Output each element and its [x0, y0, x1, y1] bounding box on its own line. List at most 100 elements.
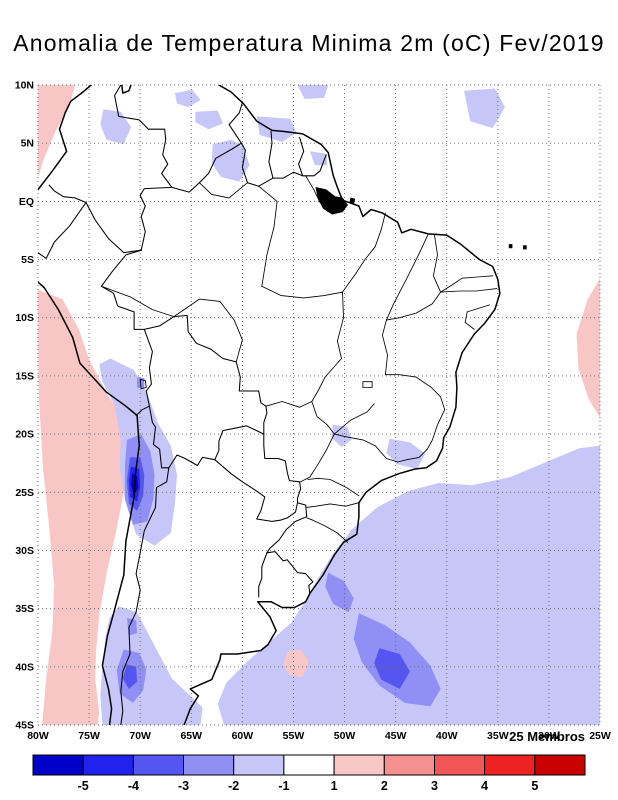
country-border — [258, 552, 268, 598]
amazon-delta-detail — [523, 245, 527, 250]
colorbar-segment — [283, 754, 335, 776]
state-border — [258, 185, 278, 287]
lon-tick-label: 65W — [180, 730, 202, 742]
state-border — [362, 381, 373, 388]
country-border — [120, 467, 170, 725]
country-border — [114, 85, 173, 188]
colorbar-segment — [132, 754, 185, 776]
country-border — [302, 154, 327, 177]
lon-tick-label: 80W — [27, 730, 49, 742]
colorbar-segment — [534, 754, 586, 776]
state-border — [385, 233, 429, 321]
lat-tick-label: 20S — [15, 429, 34, 441]
state-border — [311, 358, 342, 402]
anomaly-shading — [38, 85, 600, 725]
state-border — [333, 433, 399, 463]
country-border — [266, 502, 308, 554]
lon-tick-label: 55W — [283, 730, 305, 742]
anomaly-region-atlantic-east-warm — [576, 278, 600, 418]
lon-tick-label: 30W — [538, 730, 560, 742]
state-border — [466, 304, 491, 313]
country-border — [135, 405, 150, 417]
anomaly-region-pacific-coast-warm — [38, 289, 128, 725]
country-border — [263, 433, 302, 504]
colorbar-segment — [183, 754, 235, 776]
state-border — [306, 517, 349, 543]
country-border — [148, 405, 170, 469]
anomaly-region-guyana-north-cool — [195, 110, 223, 130]
country-border — [228, 101, 243, 144]
state-border — [139, 378, 147, 390]
lon-tick-label: 75W — [78, 730, 100, 742]
colorbar-tick-label: 4 — [481, 779, 488, 793]
state-border — [265, 401, 313, 408]
lat-tick-label: 5S — [21, 254, 34, 266]
state-border — [440, 277, 463, 293]
country-border — [143, 314, 268, 435]
ensemble-members-label: 25 Membros — [509, 729, 585, 744]
country-border — [240, 142, 274, 187]
amazon-delta-detail — [349, 197, 356, 204]
amazon-delta-detail — [508, 244, 513, 249]
grid-lines — [37, 84, 601, 726]
lon-tick-label: 45W — [385, 730, 407, 742]
state-border — [100, 285, 175, 318]
colorbar-tick-label: 5 — [531, 779, 538, 793]
lon-tick-label: 40W — [436, 730, 458, 742]
state-border — [307, 477, 360, 497]
country-border — [143, 328, 153, 407]
country-border — [268, 130, 274, 179]
state-border — [173, 298, 243, 363]
lat-tick-label: 15S — [15, 370, 34, 382]
country-border — [272, 171, 304, 179]
colorbar-segment — [383, 754, 435, 776]
colorbar-segment — [233, 754, 285, 776]
colorbar-tick-label: 1 — [331, 779, 338, 793]
anomaly-region-venezuela-north-cool — [174, 89, 201, 108]
country-border — [168, 454, 216, 469]
colorbar-segment — [82, 754, 134, 776]
lat-tick-label: EQ — [19, 196, 34, 208]
state-border — [440, 288, 498, 293]
state-border — [432, 234, 442, 293]
anomaly-region-patagonia-cool-dark — [122, 664, 138, 689]
country-border — [214, 459, 299, 522]
anomaly-region-atlantic-ne-cool — [464, 88, 505, 129]
state-border — [306, 502, 360, 508]
lat-tick-label: 25S — [15, 487, 34, 499]
amazon-delta-detail — [315, 187, 348, 215]
coastline — [38, 85, 140, 725]
coastline — [121, 85, 132, 94]
country-border — [171, 142, 242, 193]
basemap — [38, 85, 527, 725]
colorbar-segment — [32, 754, 84, 776]
state-border — [311, 401, 335, 435]
state-border — [384, 374, 446, 411]
anomaly-region-guiana-basin-cool — [297, 85, 329, 99]
state-border — [464, 311, 475, 330]
country-border — [48, 184, 87, 204]
lon-tick-label: 70W — [129, 730, 151, 742]
anomaly-region-south-atlantic-cool — [217, 445, 600, 725]
colorbar-segment — [333, 754, 385, 776]
lat-tick-label: 40S — [15, 661, 34, 673]
colorbar: -5 -4 -3 -2 -1 1 2 3 4 5 — [32, 754, 586, 793]
state-border — [397, 448, 428, 463]
colorbar-tick-label: -4 — [128, 779, 139, 793]
anomaly-region-suriname-coast-cool — [256, 116, 297, 142]
state-border — [461, 275, 494, 279]
anomaly-region-nw-venezuela-cool — [100, 109, 131, 145]
anomaly-region-guyana-roraima-cool — [211, 139, 250, 182]
country-border — [85, 201, 142, 254]
colorbar-segment — [434, 754, 486, 776]
country-border — [298, 136, 305, 177]
colorbar-segment — [484, 754, 536, 776]
anomaly-region-se-brazil-coast-cool — [386, 438, 426, 469]
country-border — [100, 249, 145, 330]
anomaly-region-south-atlantic-dark — [374, 648, 410, 689]
colorbar-tick-label: -3 — [178, 779, 189, 793]
state-border — [385, 291, 442, 321]
lon-tick-label: 25W — [589, 730, 611, 742]
